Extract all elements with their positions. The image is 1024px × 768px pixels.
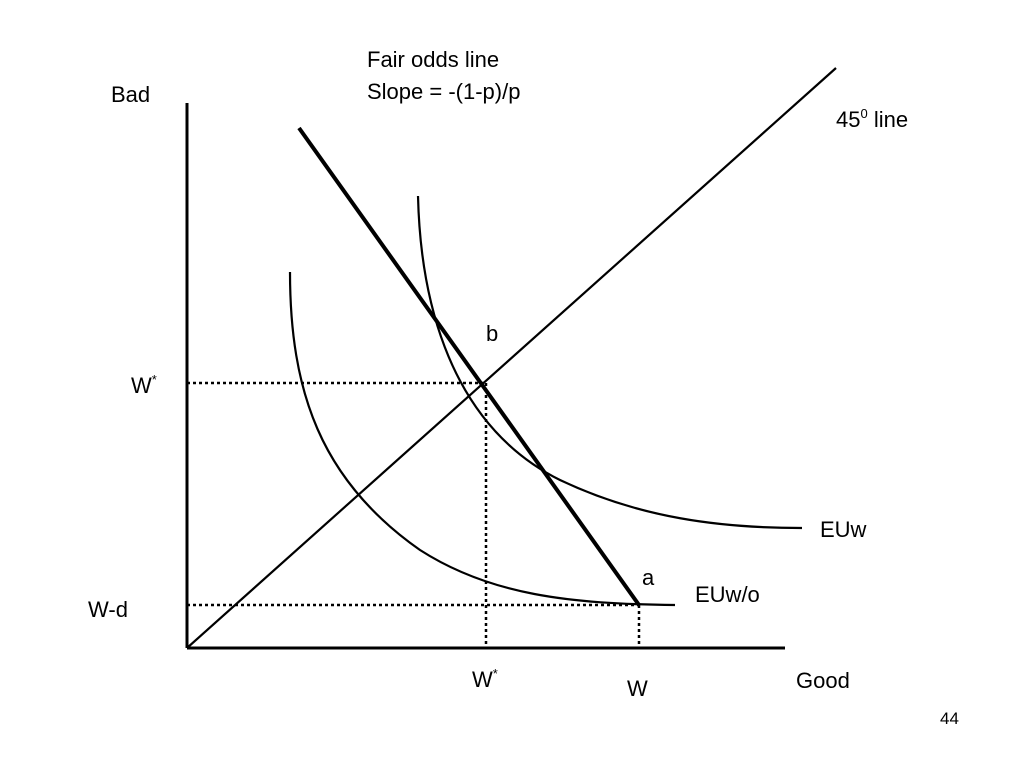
curve-euw [416, 195, 803, 530]
y-axis-label: Bad [111, 82, 150, 107]
line-45-label: 450 line [836, 106, 908, 132]
x-axis-label: Good [796, 668, 850, 693]
curve-euw-o [288, 271, 676, 607]
line-45-degree [186, 67, 837, 649]
curve-euw-label: EUw [820, 517, 867, 542]
x-tick-wstar: W* [472, 666, 498, 692]
y-tick-wstar: W* [131, 372, 157, 398]
fair-odds-slope: Slope = -(1-p)/p [367, 79, 520, 104]
page-number: 44 [940, 709, 959, 728]
y-tick-wd: W-d [88, 597, 128, 622]
point-a-label: a [642, 565, 655, 590]
fair-odds-title: Fair odds line [367, 47, 499, 72]
fair-odds-line [297, 126, 641, 607]
curve-euw-o-label: EUw/o [695, 582, 760, 607]
point-b-label: b [486, 321, 498, 346]
x-tick-w: W [627, 676, 648, 701]
